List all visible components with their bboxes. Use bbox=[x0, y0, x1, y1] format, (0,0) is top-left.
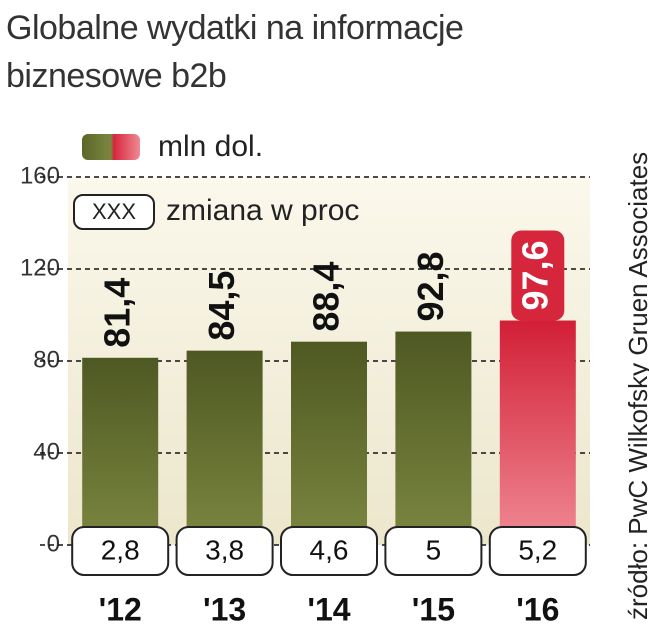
bar bbox=[82, 357, 159, 545]
bar bbox=[291, 341, 367, 545]
y-tick-label: 120 bbox=[20, 254, 60, 281]
x-tick-label: '14 bbox=[307, 591, 350, 627]
change-box bbox=[280, 526, 378, 576]
y-tick-label: 160 bbox=[20, 162, 60, 189]
x-tick-label: '12 bbox=[99, 591, 142, 627]
legend-sample: XXX bbox=[92, 199, 136, 224]
value-label: 97,6 bbox=[514, 240, 555, 310]
bar bbox=[395, 331, 472, 545]
x-tick-label: '16 bbox=[516, 591, 559, 627]
change-label: 2,8 bbox=[101, 534, 140, 565]
change-box bbox=[488, 526, 587, 576]
y-tick-label: 80 bbox=[33, 346, 60, 373]
source: źródło: PwC Wilkofsky Gruen Associates bbox=[623, 152, 649, 620]
y-tick-label: 40 bbox=[33, 438, 60, 465]
bar bbox=[499, 320, 576, 545]
value-label: 92,8 bbox=[410, 251, 451, 321]
legend-label: mln dol. bbox=[158, 130, 263, 163]
change-label: 3,8 bbox=[205, 534, 244, 565]
chart-title: Globalne wydatki na informacje biznesowe… bbox=[6, 9, 464, 95]
change-label: 4,6 bbox=[310, 534, 349, 565]
value-label: 81,4 bbox=[97, 278, 138, 348]
change-box bbox=[71, 526, 170, 576]
change-label: 5,2 bbox=[518, 534, 557, 565]
y-tick-label: 0 bbox=[47, 530, 60, 557]
change-label: 5 bbox=[426, 534, 442, 565]
legend-swatch bbox=[82, 134, 140, 160]
value-label: 88,4 bbox=[306, 262, 347, 332]
change-box bbox=[175, 526, 274, 576]
x-tick-label: '15 bbox=[412, 591, 455, 627]
bar bbox=[186, 350, 263, 545]
change-box bbox=[384, 526, 483, 576]
value-label-box bbox=[511, 230, 565, 321]
x-tick-label: '13 bbox=[203, 591, 246, 627]
legend-label: zmiana w proc bbox=[166, 194, 359, 227]
legend-box bbox=[73, 194, 155, 230]
value-label: 84,5 bbox=[201, 271, 242, 341]
